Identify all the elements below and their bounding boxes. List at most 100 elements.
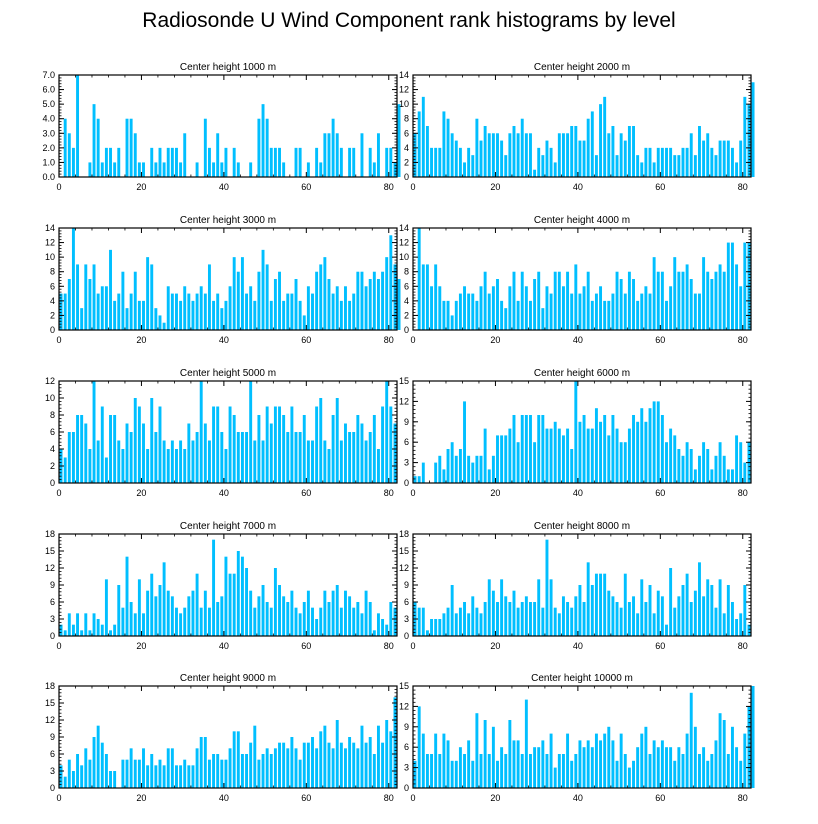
bar bbox=[207, 440, 211, 483]
x-tick-label: 40 bbox=[573, 641, 583, 651]
bar bbox=[236, 162, 240, 177]
x-tick-label: 20 bbox=[490, 641, 500, 651]
y-tick-label: 6 bbox=[50, 281, 55, 291]
bar bbox=[524, 699, 528, 788]
bar bbox=[467, 293, 471, 330]
bar bbox=[730, 726, 734, 788]
x-tick-label: 60 bbox=[301, 488, 311, 498]
panel-title: Center height 10000 m bbox=[531, 673, 633, 684]
bar bbox=[158, 759, 162, 788]
bar bbox=[212, 406, 216, 483]
bar bbox=[249, 162, 253, 177]
bar bbox=[537, 147, 541, 177]
bar bbox=[660, 415, 664, 483]
bar bbox=[693, 293, 697, 330]
bar bbox=[100, 624, 104, 636]
panel-title: Center height 1000 m bbox=[180, 62, 276, 73]
bar bbox=[273, 147, 277, 177]
bar bbox=[319, 162, 323, 177]
bar bbox=[619, 607, 623, 636]
bar bbox=[545, 286, 549, 330]
bar bbox=[566, 428, 570, 483]
bar bbox=[385, 624, 389, 636]
bar bbox=[479, 613, 483, 636]
bar bbox=[376, 725, 380, 788]
bar bbox=[327, 742, 331, 788]
bar bbox=[282, 300, 286, 330]
bar bbox=[487, 133, 491, 177]
bar bbox=[726, 585, 730, 636]
y-tick-label: 5.0 bbox=[42, 99, 55, 109]
bar bbox=[360, 271, 364, 330]
bar bbox=[170, 748, 174, 788]
bar bbox=[323, 440, 327, 483]
bar bbox=[170, 596, 174, 636]
y-tick-label: 10 bbox=[399, 252, 409, 262]
bar bbox=[397, 279, 401, 330]
bar bbox=[611, 740, 615, 788]
bar bbox=[344, 590, 347, 636]
bar bbox=[603, 415, 607, 483]
bar bbox=[385, 257, 389, 330]
bar bbox=[735, 435, 739, 483]
bar bbox=[471, 155, 475, 177]
bar bbox=[483, 271, 487, 330]
bar bbox=[88, 759, 92, 788]
bar bbox=[100, 286, 104, 330]
bar bbox=[212, 300, 216, 330]
y-tick-label: 3 bbox=[404, 458, 409, 468]
x-tick-label: 20 bbox=[136, 335, 146, 345]
bar bbox=[298, 147, 302, 177]
bar bbox=[500, 435, 504, 483]
bar bbox=[714, 740, 718, 788]
panel-9: Center height 9000 m 0 20 40 60 80 0 3 6 9 12 15 18 bbox=[45, 673, 398, 803]
x-tick-label: 60 bbox=[301, 793, 311, 803]
bar bbox=[685, 264, 689, 330]
bar bbox=[660, 147, 664, 177]
bar bbox=[520, 415, 524, 483]
bar bbox=[673, 760, 677, 788]
bar bbox=[446, 449, 450, 483]
bar bbox=[615, 271, 619, 330]
bar bbox=[257, 271, 261, 330]
bar bbox=[253, 607, 257, 636]
bar bbox=[594, 293, 598, 330]
x-tick-label: 0 bbox=[410, 488, 415, 498]
bar bbox=[508, 286, 512, 330]
bar bbox=[372, 630, 376, 636]
bar bbox=[553, 271, 557, 330]
y-tick-label: 9 bbox=[404, 580, 409, 590]
y-tick-label: 14 bbox=[399, 223, 409, 233]
bar bbox=[302, 315, 306, 330]
bar bbox=[121, 271, 125, 330]
bar bbox=[710, 147, 714, 177]
bar bbox=[529, 602, 532, 636]
bar bbox=[512, 415, 516, 483]
bar bbox=[195, 432, 199, 483]
y-tick-label: 2 bbox=[50, 310, 55, 320]
plot-frame bbox=[412, 227, 752, 331]
bar bbox=[389, 731, 393, 788]
bar bbox=[117, 147, 121, 177]
bar bbox=[685, 573, 689, 636]
bar bbox=[269, 300, 273, 330]
bar bbox=[96, 118, 100, 177]
bar bbox=[471, 760, 475, 788]
bar bbox=[67, 613, 71, 636]
bar bbox=[294, 748, 298, 788]
bar bbox=[315, 406, 319, 483]
bar bbox=[265, 602, 269, 636]
bar bbox=[590, 428, 594, 483]
bar bbox=[216, 406, 220, 483]
bar bbox=[491, 726, 495, 788]
bar bbox=[187, 423, 191, 483]
bar bbox=[430, 147, 434, 177]
bar bbox=[92, 264, 96, 330]
bar bbox=[290, 737, 294, 788]
bar bbox=[627, 271, 631, 330]
bar bbox=[278, 147, 281, 177]
bar bbox=[273, 748, 277, 788]
bar bbox=[689, 449, 693, 483]
bar bbox=[524, 133, 528, 177]
bar bbox=[751, 82, 755, 177]
